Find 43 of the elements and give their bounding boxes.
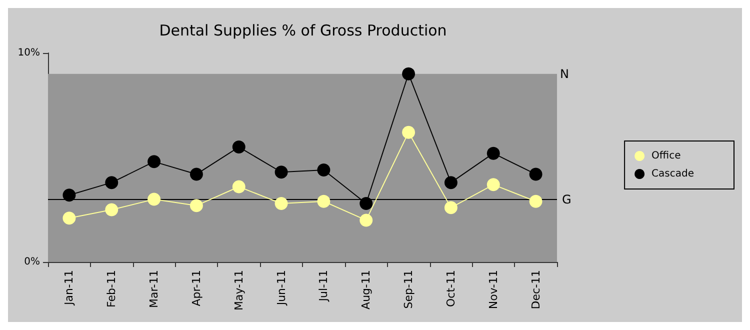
x-tick-label: Jul-11 [317,270,330,302]
point [62,188,76,202]
point [529,168,542,181]
x-tick-label: Sep-11 [402,270,416,309]
point [274,196,288,210]
x-tick-label: Oct-11 [444,270,458,307]
y-tick-label: 0% [24,256,40,268]
point [317,194,330,208]
point [190,199,203,212]
legend-label: Office [652,150,681,162]
point [360,196,373,210]
x-tick-label: Dec-11 [529,270,542,310]
x-tick-label: Jan-11 [62,270,76,306]
point [402,126,416,139]
point [62,212,76,225]
point [444,176,458,190]
point [486,146,500,160]
ref-line-label: G [562,192,572,206]
x-tick-label: Apr-11 [190,270,203,306]
x-tick-label: Mar-11 [148,270,161,308]
point [317,164,330,177]
point [190,168,203,181]
point [529,194,542,208]
point [105,203,118,216]
chart-title: Dental Supplies % of Gross Production [159,22,447,40]
point [148,155,161,168]
point [486,178,500,192]
point [148,192,161,206]
x-tick-label: Jun-11 [274,270,288,306]
x-tick-label: May-11 [232,270,246,311]
y-tick-label: 10% [18,48,40,58]
x-tick-label: Feb-11 [105,270,118,308]
band-label: N [560,66,569,81]
point [274,166,288,179]
point [402,67,416,80]
legend-label: Cascade [652,168,694,180]
point [232,180,246,194]
point [360,214,373,227]
point [105,176,118,190]
x-tick-label: Aug-11 [360,270,373,310]
x-tick-label: Nov-11 [486,270,500,310]
point [232,140,246,154]
point [444,201,458,214]
